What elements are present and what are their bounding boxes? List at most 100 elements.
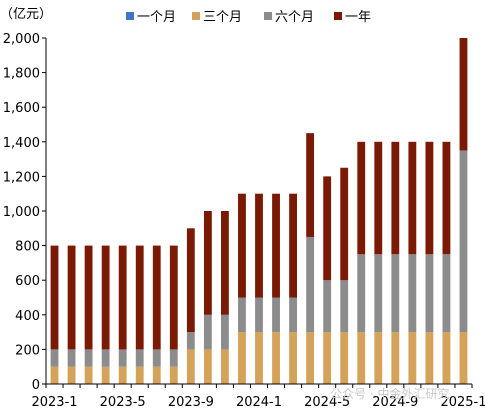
bar-segment-4 [408,141,417,255]
bar-segment-2 [238,332,246,384]
bar-segment-3 [442,254,451,333]
bar-segment-4 [67,245,76,350]
legend-label: 一个月 [137,10,176,25]
bar-segment-3 [186,332,195,350]
bar-segment-2 [203,349,212,384]
legend-swatch [264,12,272,20]
bar-segment-2 [272,332,280,384]
bar-segment-2 [152,366,161,384]
legend-swatch [126,12,134,20]
watermark-text: 公众号 · 中金外汇研究 [330,386,449,401]
bar-segment-2 [101,366,110,384]
bar-segment-2 [408,332,417,384]
bar-segment-3 [272,297,280,333]
bar-segment-3 [357,254,366,333]
bar-segment-2 [306,332,315,384]
bar-segment-3 [323,280,332,333]
legend-label: 六个月 [275,10,314,25]
bar-segment-4 [238,193,246,298]
bar-segment-4 [135,245,144,350]
bar-segment-3 [152,349,161,367]
y-tick-label: 1,400 [3,136,40,151]
bar-segment-4 [50,245,59,350]
bar-segment-4 [323,176,332,281]
bar-segment-3 [50,349,59,367]
y-tick-label: 1,600 [3,101,40,116]
bar-segment-2 [221,349,229,384]
bar-segment-2 [391,332,400,384]
y-tick-label: 600 [15,274,40,289]
bar-segment-4 [152,245,161,350]
bar-segment-4 [459,38,468,151]
y-tick-label: 0 [32,378,40,393]
bar-segment-4 [255,193,263,298]
bar-segment-3 [84,349,93,367]
y-tick-label: 1,000 [3,205,40,220]
bar-segment-3 [374,254,383,333]
bar-segment-3 [306,236,315,333]
y-tick-label: 1,200 [3,170,40,185]
bar-segment-3 [101,349,110,367]
bar-segment-4 [203,211,212,315]
bar-segment-2 [289,332,297,384]
bar-segment-3 [459,150,468,333]
bars [50,38,468,384]
bar-segment-2 [255,332,263,384]
x-axis: 2023-1 2023-5 2023-9 2024-1 2024-5 2024-9 2025… [31,383,485,410]
bar-segment-2 [50,366,59,384]
x-tick-label: 2023-9 [168,395,214,410]
y-tick-label: 800 [15,240,40,255]
bar-segment-2 [186,349,195,384]
bar-segment-2 [67,366,76,384]
bar-segment-4 [221,211,229,315]
bar-segment-3 [118,349,127,367]
y-tick-label: 1,800 [3,67,40,82]
bar-segment-3 [221,314,229,350]
bar-segment-4 [84,245,93,350]
bar-segment-3 [408,254,417,333]
bar-segment-2 [357,332,366,384]
bar-segment-4 [118,245,127,350]
bar-segment-2 [425,332,434,384]
bar-segment-4 [340,167,349,281]
bar-segment-3 [289,297,297,333]
x-tick-label: 2025-1 [440,395,485,410]
bar-segment-2 [340,332,349,384]
bar-segment-3 [67,349,76,367]
x-tick-label: 2023-1 [31,395,77,410]
y-unit-label: （亿元） [0,7,52,22]
bar-segment-2 [323,332,332,384]
x-tick-label: 2024-1 [236,395,282,410]
x-tick-label: 2024-5 [304,395,350,410]
bar-segment-2 [442,332,451,384]
bar-segment-3 [203,314,212,350]
bar-segment-4 [391,141,400,255]
bar-segment-2 [169,366,178,384]
bar-segment-2 [374,332,383,384]
bar-segment-2 [459,332,468,384]
legend-label: 三个月 [203,10,242,25]
legend-label: 一年 [345,10,371,25]
bar-segment-2 [118,366,127,384]
y-tick-label: 400 [15,309,40,324]
bar-segment-3 [135,349,144,367]
bar-segment-3 [169,349,178,367]
x-tick-label: 2023-5 [100,395,146,410]
legend: 一个月 三个月 六个月 一年 [126,10,371,25]
bar-segment-3 [238,297,246,333]
y-axis: 0 200 400 600 800 1,000 1,200 1,400 1,600 1,800 2,… [3,32,47,393]
bar-segment-3 [425,254,434,333]
bar-segment-4 [101,245,110,350]
bar-segment-2 [135,366,144,384]
bar-segment-4 [186,228,195,333]
bar-segment-2 [84,366,93,384]
bar-segment-4 [272,193,280,298]
bar-segment-3 [340,280,349,333]
y-tick-label: 200 [15,343,40,358]
bar-segment-4 [374,141,383,255]
bar-segment-4 [169,245,178,350]
bar-segment-4 [289,193,297,298]
bar-segment-3 [391,254,400,333]
